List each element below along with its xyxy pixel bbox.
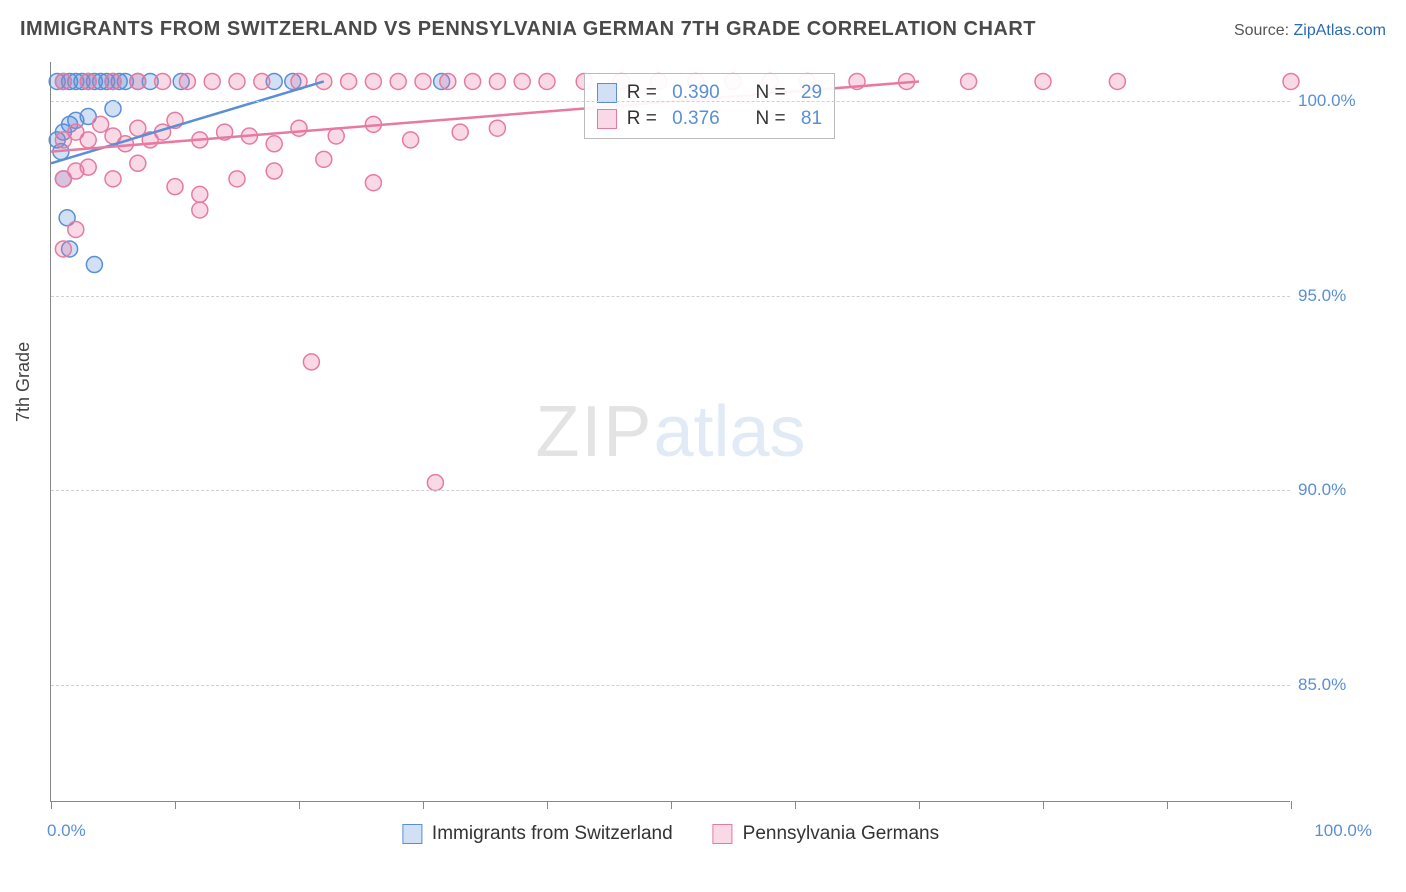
source-credit: Source: ZipAtlas.com (1234, 22, 1386, 40)
scatter-point (86, 257, 102, 273)
scatter-point (55, 241, 71, 257)
legend-label-pennsylvania: Pennsylvania Germans (743, 823, 939, 845)
plot-svg (51, 62, 1290, 801)
x-axis-label-min: 0.0% (47, 821, 86, 841)
scatter-point (80, 132, 96, 148)
legend-item-pennsylvania: Pennsylvania Germans (713, 823, 939, 845)
stats-n-label: N = (756, 108, 786, 130)
scatter-point (179, 73, 195, 89)
x-tick (423, 801, 424, 809)
gridline (51, 685, 1290, 686)
legend-label-switzerland: Immigrants from Switzerland (432, 823, 673, 845)
scatter-point (427, 475, 443, 491)
legend-swatch-pennsylvania (713, 824, 733, 844)
scatter-point (229, 171, 245, 187)
y-tick-label: 85.0% (1298, 675, 1378, 695)
scatter-point (539, 73, 555, 89)
y-tick-label: 90.0% (1298, 480, 1378, 500)
scatter-point (254, 73, 270, 89)
stats-swatch (597, 109, 617, 129)
scatter-point (489, 120, 505, 136)
scatter-point (266, 136, 282, 152)
gridline (51, 490, 1290, 491)
stats-r-label: R = (627, 108, 657, 130)
source-link[interactable]: ZipAtlas.com (1294, 22, 1386, 39)
scatter-point (80, 159, 96, 175)
x-tick (1167, 801, 1168, 809)
gridline (51, 101, 1290, 102)
stats-legend-row: R = 0.376 N = 81 (597, 106, 822, 132)
scatter-point (341, 73, 357, 89)
x-tick (795, 801, 796, 809)
scatter-point (130, 155, 146, 171)
scatter-point (55, 73, 71, 89)
y-axis-label: 7th Grade (13, 342, 34, 422)
scatter-point (192, 186, 208, 202)
gridline (51, 296, 1290, 297)
scatter-point (204, 73, 220, 89)
x-tick (671, 801, 672, 809)
y-tick-label: 100.0% (1298, 91, 1378, 111)
x-tick (51, 801, 52, 809)
scatter-point (155, 73, 171, 89)
stats-r-value: 0.376 (667, 108, 720, 130)
scatter-point (415, 73, 431, 89)
x-tick (299, 801, 300, 809)
scatter-point (93, 116, 109, 132)
source-prefix: Source: (1234, 22, 1294, 39)
scatter-point (80, 73, 96, 89)
scatter-point (266, 163, 282, 179)
scatter-point (961, 73, 977, 89)
scatter-point (130, 73, 146, 89)
scatter-point (1283, 73, 1299, 89)
scatter-point (68, 221, 84, 237)
scatter-point (1109, 73, 1125, 89)
scatter-point (105, 101, 121, 117)
scatter-point (316, 151, 332, 167)
scatter-point (167, 179, 183, 195)
scatter-point (105, 73, 121, 89)
x-tick (175, 801, 176, 809)
scatter-point (291, 120, 307, 136)
scatter-point (440, 73, 456, 89)
x-tick (919, 801, 920, 809)
x-tick (1043, 801, 1044, 809)
scatter-point (1035, 73, 1051, 89)
scatter-point (130, 120, 146, 136)
scatter-point (229, 73, 245, 89)
scatter-point (514, 73, 530, 89)
x-tick (547, 801, 548, 809)
scatter-point (403, 132, 419, 148)
scatter-point (105, 171, 121, 187)
scatter-point (452, 124, 468, 140)
stats-legend: R = 0.390 N = 29R = 0.376 N = 81 (584, 73, 835, 139)
scatter-point (303, 354, 319, 370)
page-title: IMMIGRANTS FROM SWITZERLAND VS PENNSYLVA… (20, 18, 1036, 41)
plot-area: ZIPatlas R = 0.390 N = 29R = 0.376 N = 8… (50, 62, 1290, 802)
scatter-point (365, 175, 381, 191)
stats-n-value: 81 (796, 108, 822, 130)
scatter-point (465, 73, 481, 89)
x-axis-label-max: 100.0% (1314, 821, 1372, 841)
scatter-point (328, 128, 344, 144)
legend-item-switzerland: Immigrants from Switzerland (402, 823, 673, 845)
scatter-point (365, 73, 381, 89)
scatter-point (489, 73, 505, 89)
x-tick (1291, 801, 1292, 809)
stats-legend-row: R = 0.390 N = 29 (597, 80, 822, 106)
y-tick-label: 95.0% (1298, 286, 1378, 306)
scatter-point (390, 73, 406, 89)
legend-swatch-switzerland (402, 824, 422, 844)
scatter-point (192, 202, 208, 218)
bottom-legend: Immigrants from Switzerland Pennsylvania… (402, 823, 939, 845)
chart-container: 7th Grade ZIPatlas R = 0.390 N = 29R = 0… (20, 52, 1386, 872)
